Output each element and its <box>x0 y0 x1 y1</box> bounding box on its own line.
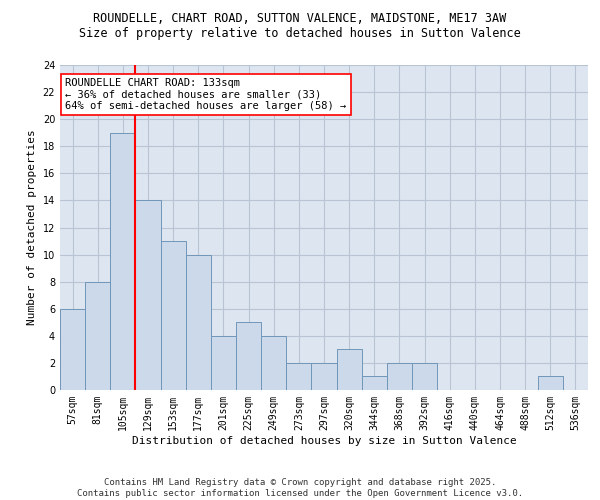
Bar <box>286 363 311 390</box>
Bar <box>60 308 85 390</box>
Bar <box>412 363 437 390</box>
X-axis label: Distribution of detached houses by size in Sutton Valence: Distribution of detached houses by size … <box>131 436 517 446</box>
Bar <box>186 254 211 390</box>
Text: ROUNDELLE CHART ROAD: 133sqm
← 36% of detached houses are smaller (33)
64% of se: ROUNDELLE CHART ROAD: 133sqm ← 36% of de… <box>65 78 347 111</box>
Bar <box>311 363 337 390</box>
Bar <box>236 322 261 390</box>
Bar <box>211 336 236 390</box>
Bar <box>538 376 563 390</box>
Y-axis label: Number of detached properties: Number of detached properties <box>27 130 37 326</box>
Bar <box>161 241 186 390</box>
Bar <box>261 336 286 390</box>
Text: ROUNDELLE, CHART ROAD, SUTTON VALENCE, MAIDSTONE, ME17 3AW: ROUNDELLE, CHART ROAD, SUTTON VALENCE, M… <box>94 12 506 26</box>
Bar <box>110 132 136 390</box>
Text: Size of property relative to detached houses in Sutton Valence: Size of property relative to detached ho… <box>79 28 521 40</box>
Bar <box>387 363 412 390</box>
Bar <box>337 350 362 390</box>
Bar <box>362 376 387 390</box>
Bar <box>136 200 161 390</box>
Text: Contains HM Land Registry data © Crown copyright and database right 2025.
Contai: Contains HM Land Registry data © Crown c… <box>77 478 523 498</box>
Bar <box>85 282 110 390</box>
